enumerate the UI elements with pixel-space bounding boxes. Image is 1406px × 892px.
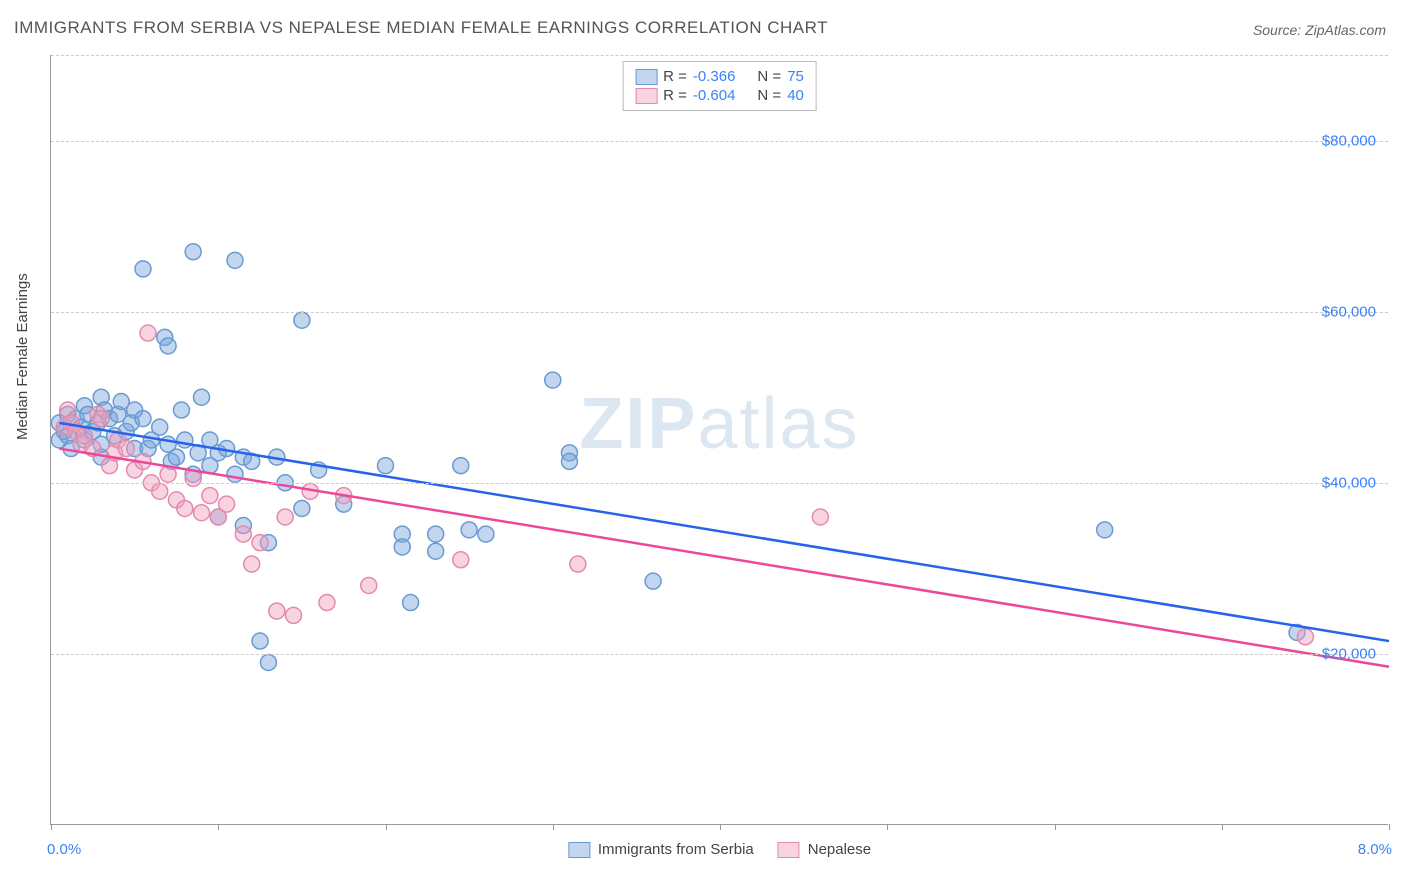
legend-row-serbia: R = -0.366 N = 75 [635, 68, 804, 85]
legend-correlation: R = -0.366 N = 75 R = -0.604 N = 40 [622, 61, 817, 111]
legend-label-serbia: Immigrants from Serbia [598, 841, 754, 858]
legend-swatch-serbia-icon [568, 842, 590, 858]
legend-row-nepalese: R = -0.604 N = 40 [635, 87, 804, 104]
legend-series: Immigrants from Serbia Nepalese [568, 841, 871, 858]
legend-item-nepalese: Nepalese [778, 841, 871, 858]
chart-title: IMMIGRANTS FROM SERBIA VS NEPALESE MEDIA… [14, 18, 828, 38]
legend-label-nepalese: Nepalese [808, 841, 871, 858]
legend-r-value-nepalese: -0.604 [693, 87, 736, 104]
legend-r-value-serbia: -0.366 [693, 68, 736, 85]
legend-swatch-serbia [635, 69, 657, 85]
x-axis-max-label: 8.0% [1358, 841, 1392, 858]
legend-n-label: N = [757, 87, 781, 104]
source-attribution: Source: ZipAtlas.com [1253, 22, 1386, 38]
x-axis-min-label: 0.0% [47, 841, 81, 858]
legend-swatch-nepalese [635, 88, 657, 104]
legend-item-serbia: Immigrants from Serbia [568, 841, 754, 858]
legend-n-label: N = [757, 68, 781, 85]
legend-r-label: R = [663, 68, 687, 85]
legend-n-value-serbia: 75 [787, 68, 804, 85]
legend-n-value-nepalese: 40 [787, 87, 804, 104]
plot-area: ZIPatlas R = -0.366 N = 75 R = -0.604 N … [50, 55, 1388, 825]
scatter-svg [51, 55, 1388, 824]
legend-r-label: R = [663, 87, 687, 104]
y-axis-label: Median Female Earnings [14, 273, 31, 440]
legend-swatch-nepalese-icon [778, 842, 800, 858]
